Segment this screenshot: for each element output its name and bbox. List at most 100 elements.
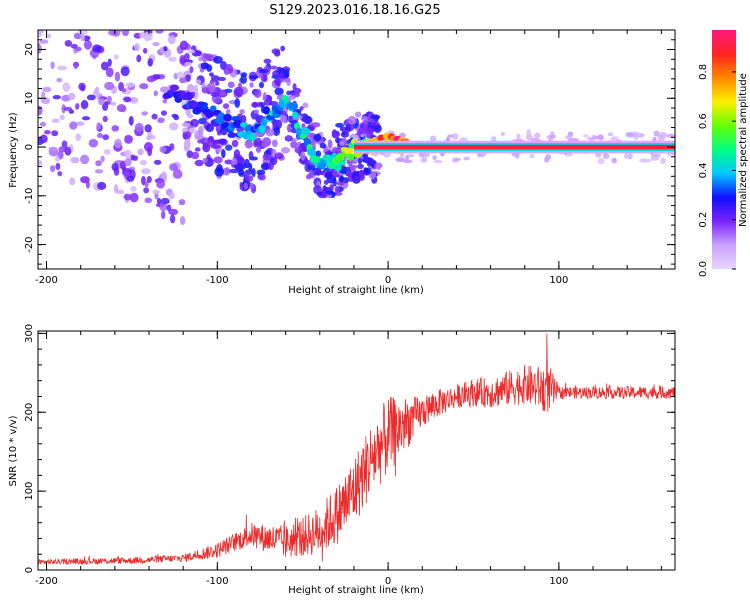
- spectrogram-blob: [133, 43, 140, 52]
- spectrogram-blob: [78, 82, 86, 91]
- spectrogram-blob: [339, 175, 345, 183]
- spectrogram-blob: [126, 175, 135, 182]
- spectrogram-blob: [41, 16, 48, 23]
- spectrogram-blob: [263, 58, 272, 64]
- spectrogram-blob: [136, 0, 144, 1]
- spectrogram-blob: [92, 0, 98, 1]
- spectrogram-blob: [249, 75, 259, 80]
- spectrogram-blob: [203, 53, 214, 59]
- spectrogram-blob: [187, 83, 195, 92]
- spectrogram-blob: [529, 153, 535, 159]
- spectrogram-blob: [148, 0, 152, 3]
- spectrogram-blob: [403, 159, 413, 164]
- colorbar: 0.0 0.2 0.4 0.6 0.8 Normalized spectral ampl…: [698, 30, 749, 277]
- spectrogram-blob: [50, 4, 58, 11]
- spectrogram-blob: [105, 67, 114, 78]
- spectrogram-blob: [162, 99, 168, 104]
- spectrogram-blob: [404, 154, 410, 161]
- spectrogram-blob: [113, 54, 119, 60]
- colorbar-gradient: [712, 30, 736, 269]
- colorbar-ticks: 0.0 0.2 0.4 0.6 0.8: [698, 64, 736, 277]
- spectrogram-blob: [97, 181, 107, 190]
- spectrogram-blob: [187, 49, 195, 54]
- spectrogram-blob: [270, 65, 278, 70]
- spectrogram-blob: [625, 131, 634, 137]
- spectrogram-blob: [289, 90, 295, 96]
- spectrogram-blob: [516, 133, 521, 140]
- spectrogram-blob: [582, 134, 589, 138]
- spectrogram-blob: [321, 189, 328, 199]
- spectrogram-blob: [184, 61, 192, 67]
- spectrogram-blob: [41, 91, 46, 99]
- spectrogram-blob: [327, 139, 333, 149]
- spectrogram-blob: [299, 106, 304, 111]
- spectrogram-blob: [116, 104, 127, 113]
- spectrogram-blob: [268, 101, 279, 106]
- spectrogram-blob: [249, 182, 254, 190]
- spectrogram-blob: [155, 30, 164, 34]
- spectrogram-blob: [198, 125, 204, 136]
- spectrogram-blob: [179, 54, 186, 65]
- spectrogram-blob: [206, 82, 216, 93]
- spectrogram-blob: [623, 153, 629, 159]
- spectrogram-blob: [373, 124, 382, 134]
- spectrogram-blob: [207, 135, 215, 142]
- spectrogram-ridge-blob: [346, 153, 355, 161]
- spectrogram-ridge-blob: [307, 148, 316, 157]
- spectrogram-blob: [66, 6, 71, 14]
- spectrogram-blob: [218, 90, 227, 97]
- spectrogram-ridge-blob: [232, 119, 243, 129]
- spectrogram-blob: [92, 44, 102, 53]
- spectrogram-blob: [227, 132, 237, 138]
- spectrogram-blob: [190, 118, 199, 128]
- spectrogram-ridge-blob: [292, 111, 299, 119]
- spectrogram-blob: [370, 114, 381, 120]
- spectrogram-blob: [169, 214, 176, 224]
- spectrogram-blob: [63, 106, 73, 112]
- spectrogram-blob: [193, 84, 199, 95]
- spectrogram-blob: [476, 152, 482, 158]
- spectrogram-blob: [133, 14, 140, 23]
- spectrogram-blob: [407, 153, 415, 158]
- spectrogram-blob: [329, 184, 334, 192]
- spectrogram-blob: [68, 92, 76, 100]
- spectrogram-blob: [213, 156, 223, 164]
- spectrogram-y-tick-label: 10: [24, 92, 35, 105]
- spectrogram-blob: [272, 126, 281, 137]
- spectrogram-blob: [354, 111, 362, 118]
- spectrogram-blob: [51, 130, 59, 137]
- spectrogram-ridge-blob: [336, 152, 345, 162]
- spectrogram-blob: [159, 146, 167, 153]
- spectrogram-frame: [37, 29, 676, 270]
- spectrogram-blob: [258, 173, 267, 181]
- spectrogram-blob: [217, 76, 226, 82]
- spectrogram-blob: [300, 151, 306, 161]
- spectrogram-blob: [178, 9, 188, 14]
- spectrogram-blob: [290, 140, 298, 149]
- colorbar-tick-label: 0.8: [698, 64, 709, 80]
- spectrogram-blob: [70, 157, 80, 164]
- spectrogram-blob: [64, 146, 72, 156]
- spectrogram-blob: [121, 17, 126, 26]
- spectrogram-blob: [357, 157, 362, 165]
- spectrogram-blob: [141, 168, 151, 175]
- spectrogram-blob: [361, 120, 369, 130]
- spectrogram-blob: [102, 16, 110, 21]
- spectrogram-blob: [146, 75, 156, 83]
- spectrogram-blob: [339, 140, 345, 147]
- spectrogram-blob: [116, 189, 125, 195]
- spectrogram-blob: [171, 0, 178, 8]
- spectrogram-blob: [142, 47, 148, 54]
- spectrogram-blob: [248, 150, 254, 160]
- spectrogram-blob: [152, 189, 160, 195]
- spectrogram-blob: [262, 142, 268, 148]
- spectrogram-blob: [227, 81, 235, 88]
- spectrogram-blob: [224, 159, 234, 165]
- spectrogram-blob: [179, 8, 183, 17]
- spectrogram-blob: [593, 135, 600, 139]
- spectrogram-ridge-blob: [214, 117, 225, 124]
- spectrogram-blob: [144, 197, 153, 204]
- spectrogram-blob: [534, 132, 541, 139]
- spectrogram-blob: [86, 94, 96, 101]
- spectrogram-blob: [198, 56, 203, 62]
